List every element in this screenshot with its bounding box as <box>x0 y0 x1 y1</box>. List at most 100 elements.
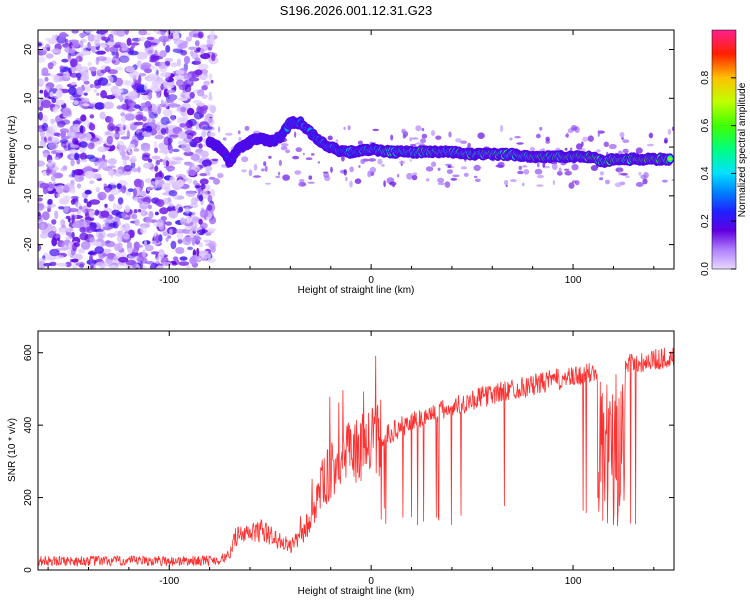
noise-blob <box>59 222 63 226</box>
halo-blob <box>305 157 313 161</box>
noise-blob <box>157 219 164 228</box>
noise-blob <box>207 194 213 203</box>
noise-blob <box>129 123 137 131</box>
noise-blob <box>84 170 95 179</box>
colorbar-tick-label: 0.6 <box>700 118 711 132</box>
halo-blob <box>619 132 625 138</box>
noise-blob <box>166 89 176 94</box>
halo-blob <box>263 161 267 167</box>
halo-blob <box>437 182 445 186</box>
snr-y-label: SNR (10 * v/v) <box>7 418 18 482</box>
halo-blob <box>347 125 351 131</box>
noise-blob <box>97 146 108 153</box>
noise-blob <box>177 131 186 140</box>
halo-blob <box>564 170 572 176</box>
noise-blob <box>205 44 214 48</box>
noise-blob <box>151 251 160 255</box>
noise-blob <box>53 156 60 160</box>
noise-blob <box>129 70 139 79</box>
noise-blob <box>136 51 148 60</box>
halo-blob <box>518 165 523 170</box>
noise-blob <box>80 47 86 51</box>
noise-blob <box>85 226 93 231</box>
noise-blob <box>175 229 186 234</box>
halo-blob <box>642 178 648 185</box>
x-tick-label: 0 <box>368 576 374 587</box>
noise-blob <box>205 227 217 232</box>
halo-blob <box>620 172 628 176</box>
noise-blob <box>144 244 154 252</box>
noise-blob <box>127 50 139 56</box>
noise-blob <box>203 71 208 76</box>
halo-blob <box>330 166 333 173</box>
noise-blob <box>180 217 186 225</box>
noise-blob <box>170 62 178 68</box>
noise-blob <box>194 57 201 65</box>
noise-blob <box>167 103 179 108</box>
halo-blob <box>367 170 372 178</box>
noise-blob <box>79 232 89 241</box>
noise-blob <box>39 89 44 94</box>
halo-blob <box>415 125 422 132</box>
noise-blob <box>69 188 76 194</box>
noise-blob <box>97 30 109 34</box>
noise-blob <box>89 254 93 263</box>
noise-blob <box>89 237 96 243</box>
halo-blob <box>411 137 419 140</box>
noise-blob <box>210 188 216 198</box>
noise-blob <box>94 39 100 47</box>
noise-blob <box>68 227 74 232</box>
noise-blob <box>131 213 138 220</box>
noise-blob <box>134 79 141 83</box>
spectrogram-y-ticks: -20 -10 0 10 20 <box>23 44 674 252</box>
halo-blob <box>299 179 305 183</box>
spectrogram-x-label: Height of straight line (km) <box>298 285 415 296</box>
noise-blob <box>189 91 195 99</box>
noise-blob <box>186 265 191 269</box>
noise-blob <box>113 44 122 48</box>
noise-blob <box>208 132 216 137</box>
noise-blob <box>94 102 105 110</box>
noise-blob <box>144 82 148 91</box>
noise-blob <box>202 252 212 259</box>
noise-blob <box>59 32 68 38</box>
halo-blob <box>558 167 562 174</box>
noise-blob <box>198 143 203 149</box>
noise-blob <box>200 53 211 60</box>
colorbar-tick-label: 0.2 <box>700 214 711 228</box>
noise-blob <box>45 254 57 261</box>
noise-blob <box>86 201 92 208</box>
noise-blob <box>151 155 161 160</box>
halo-blob <box>421 133 428 139</box>
halo-blob <box>622 148 629 154</box>
halo-blob <box>510 179 517 183</box>
noise-blob <box>79 125 86 134</box>
noise-blob <box>59 197 70 205</box>
noise-blob <box>124 80 135 87</box>
noise-blob <box>168 189 178 197</box>
snr-x-ticks: -100 0 100 <box>47 331 655 587</box>
noise-blob <box>69 72 78 78</box>
noise-blob <box>160 251 164 256</box>
halo-blob <box>357 140 363 146</box>
noise-blob <box>48 39 57 45</box>
noise-blob <box>201 85 208 91</box>
noise-blob <box>61 107 72 117</box>
noise-blob <box>64 46 76 54</box>
noise-blob <box>79 226 87 233</box>
noise-blob <box>61 241 69 250</box>
noise-blob <box>72 137 79 145</box>
noise-blob <box>111 52 116 56</box>
halo-blob <box>265 182 272 185</box>
noise-blob <box>211 53 216 62</box>
halo-blob <box>536 174 544 179</box>
noise-blob <box>113 202 117 211</box>
halo-blob <box>576 143 583 150</box>
halo-blob <box>431 161 437 167</box>
noise-blob <box>65 261 72 268</box>
halo-blob <box>568 182 575 189</box>
halo-blob <box>225 132 233 136</box>
halo-blob <box>307 181 315 184</box>
noise-blob <box>82 97 90 103</box>
